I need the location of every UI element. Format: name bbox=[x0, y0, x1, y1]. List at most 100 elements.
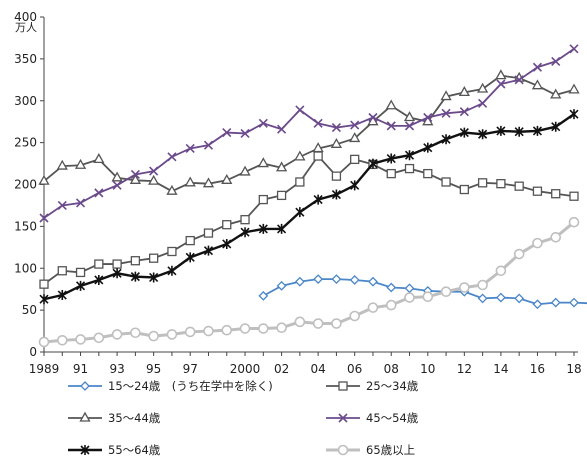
data-point bbox=[497, 294, 505, 302]
data-point bbox=[259, 324, 268, 333]
x-tick-label: 12 bbox=[457, 362, 472, 376]
series bbox=[259, 275, 587, 308]
data-point bbox=[387, 170, 395, 178]
data-point bbox=[259, 292, 267, 300]
data-point bbox=[113, 330, 122, 339]
data-point bbox=[95, 189, 103, 197]
y-axis-label: 万人 bbox=[15, 21, 37, 34]
x-tick-label: 04 bbox=[310, 362, 325, 376]
x-tick-label: 02 bbox=[274, 362, 289, 376]
y-tick-label: 100 bbox=[14, 261, 37, 275]
data-point bbox=[168, 248, 176, 256]
data-point bbox=[478, 84, 487, 92]
data-point bbox=[81, 413, 90, 421]
data-point bbox=[496, 71, 505, 79]
data-point bbox=[241, 324, 250, 333]
data-point bbox=[570, 45, 578, 53]
x-tick-label: 1989 bbox=[29, 362, 60, 376]
data-point bbox=[369, 278, 377, 286]
data-point bbox=[186, 327, 195, 336]
y-tick-label: 250 bbox=[14, 136, 37, 150]
series-line bbox=[44, 76, 574, 192]
data-point bbox=[149, 332, 158, 341]
data-point bbox=[339, 446, 348, 455]
data-point bbox=[94, 154, 103, 162]
series-lines bbox=[40, 45, 587, 347]
data-point bbox=[314, 275, 322, 283]
data-point bbox=[479, 179, 487, 187]
data-point bbox=[350, 311, 359, 320]
series-line bbox=[44, 49, 574, 218]
data-point bbox=[515, 182, 523, 190]
y-tick-label: 200 bbox=[14, 178, 37, 192]
data-point bbox=[295, 317, 304, 326]
data-point bbox=[332, 319, 341, 328]
legend-label: 25～34歳 bbox=[366, 379, 419, 393]
data-point bbox=[570, 192, 578, 200]
data-point bbox=[442, 287, 451, 296]
data-point bbox=[387, 284, 395, 292]
legend-entry: 65歳以上 bbox=[326, 443, 415, 457]
legend-label: 45～54歳 bbox=[366, 411, 419, 425]
data-point bbox=[405, 293, 414, 302]
data-point bbox=[204, 327, 213, 336]
y-tick-label: 0 bbox=[29, 345, 37, 359]
data-point bbox=[570, 299, 578, 307]
x-tick-label: 93 bbox=[109, 362, 124, 376]
legend-entry: 15～24歳 (うち在学中を除く) bbox=[68, 379, 273, 393]
data-point bbox=[479, 294, 487, 302]
data-point bbox=[40, 280, 48, 288]
data-point bbox=[277, 323, 286, 332]
data-point bbox=[351, 155, 359, 163]
x-tick-label: 16 bbox=[530, 362, 545, 376]
data-point bbox=[460, 283, 469, 292]
legend-entry: 55～64歳 bbox=[68, 443, 161, 457]
data-point bbox=[259, 196, 267, 204]
data-point bbox=[332, 275, 340, 283]
data-point bbox=[186, 237, 194, 245]
data-point bbox=[515, 250, 524, 259]
data-point bbox=[95, 260, 103, 268]
data-point bbox=[186, 178, 195, 186]
data-point bbox=[296, 207, 304, 217]
data-point bbox=[551, 233, 560, 242]
data-point bbox=[497, 180, 505, 188]
legend-label: 65歳以上 bbox=[366, 443, 415, 457]
x-tick-label: 14 bbox=[493, 362, 508, 376]
data-point bbox=[478, 281, 487, 290]
data-point bbox=[222, 326, 231, 335]
data-point bbox=[113, 260, 121, 268]
x-tick-label: 95 bbox=[146, 362, 161, 376]
data-point bbox=[150, 254, 158, 262]
y-tick-label: 150 bbox=[14, 219, 37, 233]
data-point bbox=[332, 172, 340, 180]
y-tick-label: 50 bbox=[22, 303, 37, 317]
y-tick-label: 300 bbox=[14, 94, 37, 108]
data-point bbox=[387, 301, 396, 310]
data-point bbox=[368, 303, 377, 312]
data-point bbox=[406, 284, 414, 292]
data-point bbox=[94, 333, 103, 342]
data-point bbox=[58, 336, 67, 345]
data-point bbox=[296, 278, 304, 286]
data-point bbox=[552, 299, 560, 307]
data-point bbox=[167, 330, 176, 339]
data-point bbox=[40, 176, 49, 184]
data-point bbox=[113, 181, 121, 189]
data-point bbox=[131, 328, 140, 337]
data-point bbox=[131, 257, 139, 265]
data-point bbox=[314, 152, 322, 160]
data-point bbox=[259, 159, 268, 167]
data-point bbox=[81, 382, 89, 390]
data-point bbox=[552, 190, 560, 198]
data-point bbox=[351, 276, 359, 284]
data-point bbox=[314, 319, 323, 328]
x-tick-label: 97 bbox=[183, 362, 198, 376]
data-point bbox=[278, 191, 286, 199]
data-point bbox=[58, 267, 66, 275]
data-point bbox=[76, 335, 85, 344]
data-point bbox=[496, 266, 505, 275]
